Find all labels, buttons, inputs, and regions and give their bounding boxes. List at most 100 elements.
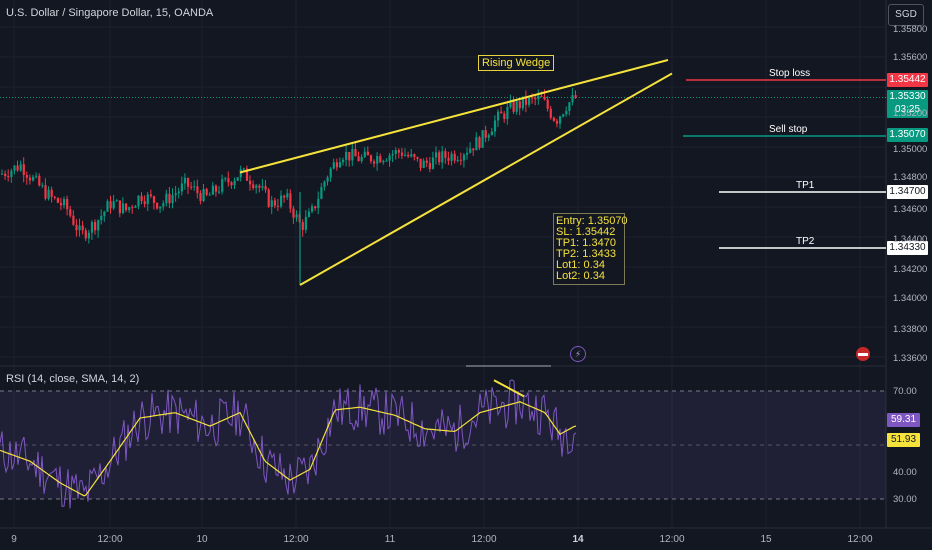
candle-body [376,156,379,164]
tp1-text: TP1: 1.3470 [556,237,616,249]
candle-body [258,185,261,188]
candle-body [552,117,555,121]
candle-body [22,164,25,175]
candle-body [72,215,75,225]
candle-body [47,189,50,199]
candle-body [568,102,571,111]
candle-body [233,180,236,186]
candle-body [289,193,292,209]
sell-stop-label: Sell stop [769,124,808,135]
candle-body [515,101,518,112]
candle-body [134,206,137,208]
candle-body [311,206,314,212]
candle-body [199,192,202,201]
y-tick: 1.34400 [893,234,928,245]
y-tick: 1.35800 [893,24,928,35]
candle-body [75,224,78,231]
candle-body [249,180,252,185]
trade-plan-box[interactable]: Entry: 1.35070 SL: 1.35442 TP1: 1.3470 T… [553,213,628,285]
candle-body [382,160,385,163]
rsi-divergence-line [493,379,525,398]
candle-body [97,220,100,231]
candle-body [211,185,214,195]
candle-body [307,211,311,217]
candle-body [571,95,574,103]
candle-body [19,164,22,171]
candle-body [267,189,270,207]
candle-body [559,116,562,124]
candle-body [555,120,559,124]
candle-body [106,201,109,212]
economic-event-flag-icon[interactable] [856,347,870,361]
candle-body [174,193,177,196]
candle-body [394,150,397,154]
candle-body [131,207,134,209]
sl-text: SL: 1.35442 [556,226,616,238]
candle-body [369,155,373,162]
y-tick: 1.33800 [893,324,928,335]
candle-body [242,168,245,170]
candle-body [363,151,366,157]
candle-body [472,148,475,151]
candle-body [13,165,16,171]
candle-body [400,152,404,156]
candle-body [292,208,295,218]
candle-body [190,186,193,188]
candle-body [379,156,382,163]
y-tick: 1.34200 [893,264,928,275]
candle-body [283,195,286,198]
candle-body [218,191,221,193]
candle-body [351,148,354,161]
candle-body [152,196,156,203]
candle-body [317,198,320,209]
candle-body [521,96,524,109]
candle-body [168,193,171,204]
x-tick: 12:00 [283,534,309,545]
candle-body [146,194,149,204]
candle-body [245,168,249,181]
candle-body [183,178,187,184]
candle-body [323,181,326,188]
x-tick: 12:00 [97,534,123,545]
rsi-sma-tag: 51.93 [887,433,920,447]
candle-body [335,162,338,168]
candle-body [276,205,280,207]
currency-button[interactable]: SGD [888,4,924,26]
candle-body [196,186,199,193]
candle-body [481,130,484,148]
candle-body [35,175,38,177]
y-tick: 1.35600 [893,52,928,63]
candle-body [531,97,534,99]
candle-body [469,148,472,153]
rsi-tick: 40.00 [893,467,917,478]
candle-body [16,165,19,171]
candle-body [87,232,90,239]
candle-body [1,173,4,175]
y-tick: 1.35200 [893,108,928,119]
candle-body [38,175,41,186]
candle-body [338,162,342,168]
candle-body [357,156,360,162]
candle-body [28,177,32,181]
rising-wedge-label[interactable]: Rising Wedge [478,55,555,71]
bolt-icon[interactable]: ⚡ [570,346,586,362]
x-tick: 12:00 [471,534,497,545]
y-tick: 1.34000 [893,293,928,304]
candle-body [565,110,568,115]
candle-body [193,186,196,188]
lot1-text: Lot1: 0.34 [556,259,605,271]
candle-body [410,154,413,157]
x-tick: 15 [760,534,772,545]
candle-body [180,183,183,192]
candle-body [112,201,115,209]
candle-body [115,200,118,202]
y-tick: 1.33600 [893,353,928,364]
candle-body [32,176,35,181]
candle-body [118,200,121,214]
candle-body [221,179,224,192]
candle-body [159,206,162,209]
candle-body [252,184,255,189]
wedge-upper-line [239,59,669,174]
candle-body [422,160,425,168]
